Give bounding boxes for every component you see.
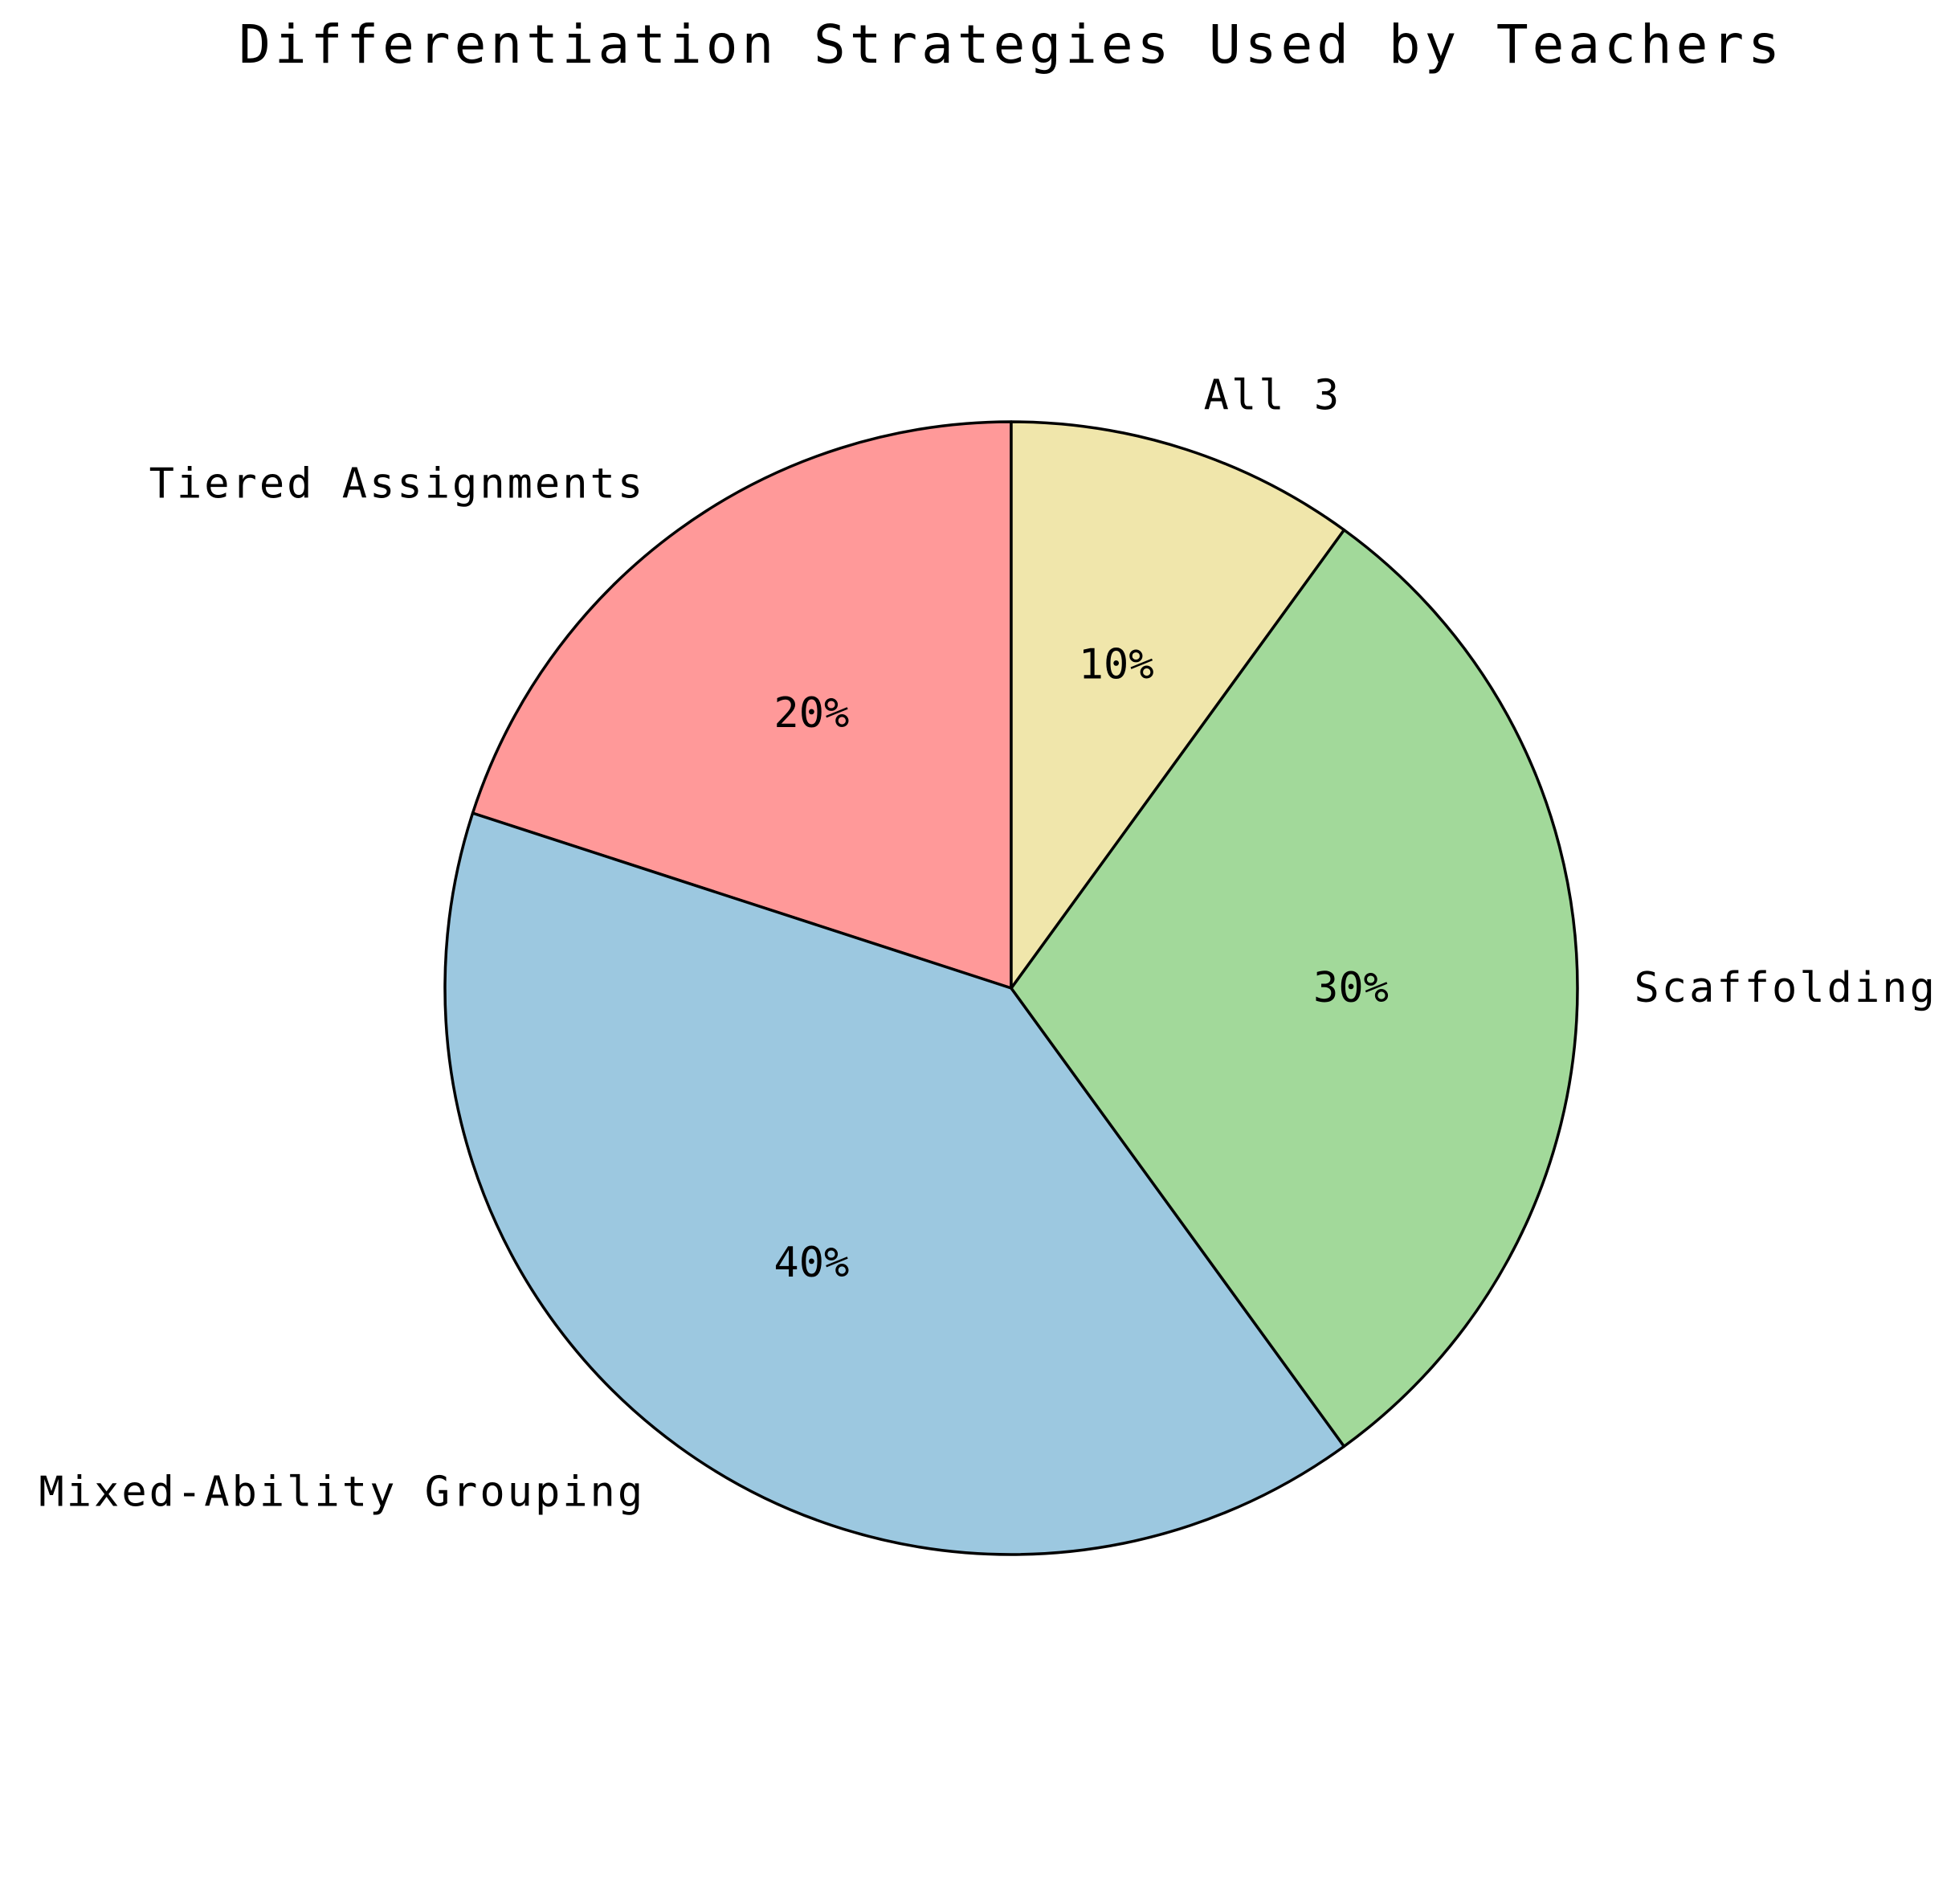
pct-label-all-3: 10%	[1079, 641, 1154, 689]
pie-labels: 20% Tiered Assignments 40% Mixed-Ability Gr…	[39, 371, 1937, 1516]
chart-title: Differentiation Strategies Used by Teach…	[239, 14, 1784, 76]
pie-slices	[443, 420, 1579, 1556]
pie-slice-tiered-assignments	[471, 420, 1013, 990]
pie-slice-all-3	[1010, 420, 1346, 990]
slice-label-mixed-ability-grouping: Mixed-Ability Grouping	[39, 1468, 645, 1516]
pie-slice-scaffolding	[1010, 528, 1579, 1448]
pct-label-tiered-assignments: 20%	[773, 689, 849, 737]
slice-label-scaffolding: Scaffolding	[1635, 964, 1937, 1012]
pct-label-scaffolding: 30%	[1313, 964, 1389, 1012]
pct-label-mixed-ability-grouping: 40%	[773, 1239, 849, 1287]
slice-label-all-3: All 3	[1204, 371, 1342, 419]
pie-slice-mixed-ability-grouping	[443, 811, 1346, 1556]
slice-label-tiered-assignments: Tiered Assignments	[149, 460, 646, 509]
